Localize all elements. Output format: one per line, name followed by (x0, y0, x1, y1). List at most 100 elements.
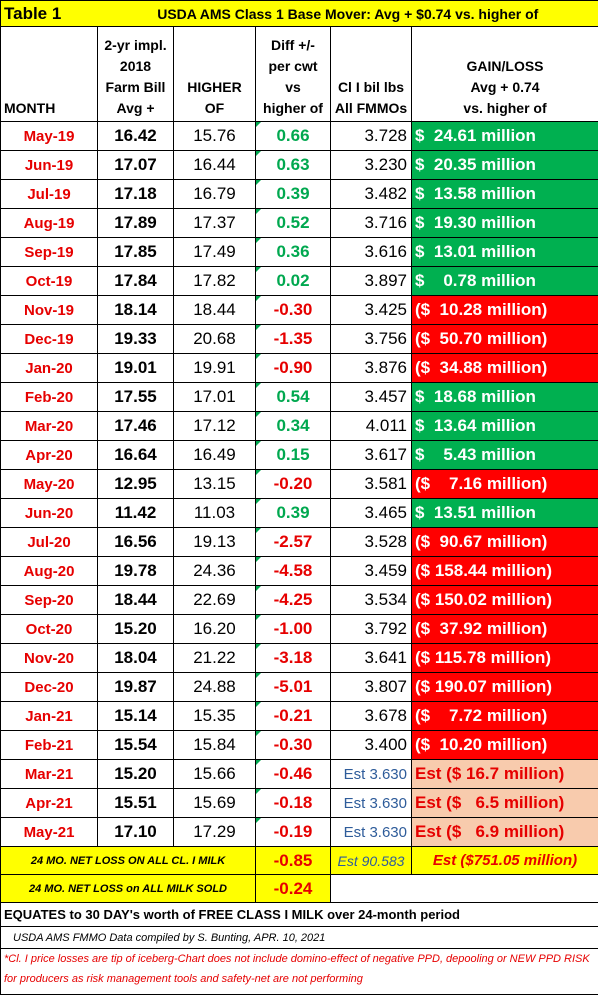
gain-cell: ($ 115.78 million) (410, 643, 598, 673)
avg-cell: 15.20 (97, 614, 174, 644)
table-row: Jan-20 19.01 19.91 -0.90 3.876 ($ 34.88 milli… (0, 353, 598, 383)
gain-cell: ($ 10.20 million) (410, 730, 598, 760)
higher-cell: 16.20 (173, 614, 256, 644)
avg-cell: 19.01 (97, 353, 174, 383)
avg-cell: 11.42 (97, 498, 174, 528)
month-cell: Nov-19 (0, 295, 98, 325)
higher-cell: 17.82 (173, 266, 256, 296)
gain-cell: ($ 150.02 million) (410, 585, 598, 615)
avg-cell: 15.14 (97, 701, 174, 731)
lbs-cell: Est 3.630 (330, 759, 412, 789)
month-cell: Jun-19 (0, 150, 98, 180)
lbs-cell: 3.716 (330, 208, 412, 238)
month-cell: Oct-19 (0, 266, 98, 296)
higher-cell: 15.66 (173, 759, 256, 789)
diff-cell: -1.00 (255, 614, 331, 644)
month-cell: May-20 (0, 469, 98, 499)
gain-cell: $ 13.51 million (410, 498, 598, 528)
table-row: Dec-20 19.87 24.88 -5.01 3.807 ($ 190.07 mill… (0, 672, 598, 702)
diff-cell: -0.19 (255, 817, 331, 847)
higher-cell: 17.12 (173, 411, 256, 441)
diff-cell: 0.15 (255, 440, 331, 470)
diff-cell: -0.90 (255, 353, 331, 383)
diff-cell: -0.20 (255, 469, 331, 499)
diff-cell: -0.30 (255, 730, 331, 760)
month-cell: May-19 (0, 121, 98, 151)
month-cell: May-21 (0, 817, 98, 847)
gain-cell: ($ 7.16 million) (410, 469, 598, 499)
avg-cell: 17.46 (97, 411, 174, 441)
table-row: Aug-20 19.78 24.36 -4.58 3.459 ($ 158.44 mill… (0, 556, 598, 586)
diff-cell: 0.36 (255, 237, 331, 267)
table-row: Jul-20 16.56 19.13 -2.57 3.528 ($ 90.67 milli… (0, 527, 598, 557)
higher-cell: 18.44 (173, 295, 256, 325)
gain-cell: ($ 10.28 million) (410, 295, 598, 325)
avg-cell: 17.85 (97, 237, 174, 267)
table-row: May-20 12.95 13.15 -0.20 3.581 ($ 7.16 millio… (0, 469, 598, 499)
net-loss-class1-row: 24 MO. NET LOSS ON ALL CL. I MILK -0.85 … (0, 846, 598, 875)
higher-cell: 20.68 (173, 324, 256, 354)
avg-cell: 19.78 (97, 556, 174, 586)
month-cell: Apr-20 (0, 440, 98, 470)
higher-cell: 16.44 (173, 150, 256, 180)
lbs-cell: 3.528 (330, 527, 412, 557)
gain-cell: $ 24.61 million (410, 121, 598, 151)
higher-cell: 19.13 (173, 527, 256, 557)
equates-row: EQUATES to 30 DAY's worth of FREE CLASS … (0, 902, 598, 927)
diff-cell: -0.46 (255, 759, 331, 789)
diff-cell: 0.54 (255, 382, 331, 412)
avg-cell: 15.54 (97, 730, 174, 760)
month-cell: Sep-19 (0, 237, 98, 267)
avg-cell: 19.87 (97, 672, 174, 702)
lbs-cell: 3.457 (330, 382, 412, 412)
diff-cell: 0.39 (255, 498, 331, 528)
table-row: Oct-20 15.20 16.20 -1.00 3.792 ($ 37.92 milli… (0, 614, 598, 644)
month-cell: Feb-21 (0, 730, 98, 760)
table-row: Aug-19 17.89 17.37 0.52 3.716 $ 19.30 million (0, 208, 598, 238)
lbs-cell: 3.465 (330, 498, 412, 528)
gain-cell: ($ 37.92 million) (410, 614, 598, 644)
month-cell: Oct-20 (0, 614, 98, 644)
month-cell: Jan-20 (0, 353, 98, 383)
higher-cell: 21.22 (173, 643, 256, 673)
month-cell: Jul-20 (0, 527, 98, 557)
lbs-cell: 3.459 (330, 556, 412, 586)
gain-cell: $ 5.43 million (410, 440, 598, 470)
diff-cell: -1.35 (255, 324, 331, 354)
higher-cell: 15.69 (173, 788, 256, 818)
higher-cell: 15.76 (173, 121, 256, 151)
lbs-cell: 3.728 (330, 121, 412, 151)
gain-cell: $ 0.78 million (410, 266, 598, 296)
net-loss-all-diff: -0.24 (255, 874, 331, 903)
table-number: Table 1 (0, 0, 98, 27)
source-note: USDA AMS FMMO Data compiled by S. Buntin… (0, 926, 598, 949)
avg-cell: 18.04 (97, 643, 174, 673)
gain-cell: Est ($ 6.9 million) (410, 817, 598, 847)
higher-cell: 19.91 (173, 353, 256, 383)
lbs-cell: 3.756 (330, 324, 412, 354)
disclaimer-note: *Cl. I price losses are tip of iceberg-C… (0, 948, 598, 995)
source-row: USDA AMS FMMO Data compiled by S. Buntin… (0, 926, 598, 949)
avg-cell: 16.56 (97, 527, 174, 557)
diff-cell: -0.21 (255, 701, 331, 731)
lbs-cell: 3.616 (330, 237, 412, 267)
disclaimer-row: *Cl. I price losses are tip of iceberg-C… (0, 948, 598, 995)
gain-cell: $ 20.35 million (410, 150, 598, 180)
month-cell: Dec-19 (0, 324, 98, 354)
table-row: Sep-20 18.44 22.69 -4.25 3.534 ($ 150.02 mill… (0, 585, 598, 615)
lbs-cell: 3.400 (330, 730, 412, 760)
lbs-cell: 3.641 (330, 643, 412, 673)
table-row: Mar-20 17.46 17.12 0.34 4.011 $ 13.64 million (0, 411, 598, 441)
higher-cell: 15.84 (173, 730, 256, 760)
equates-note: EQUATES to 30 DAY's worth of FREE CLASS … (0, 902, 598, 927)
diff-cell: -0.18 (255, 788, 331, 818)
higher-cell: 24.36 (173, 556, 256, 586)
lbs-cell: 3.581 (330, 469, 412, 499)
diff-cell: -0.30 (255, 295, 331, 325)
lbs-cell: Est 3.630 (330, 788, 412, 818)
gain-cell: ($ 34.88 million) (410, 353, 598, 383)
higher-cell: 13.15 (173, 469, 256, 499)
month-cell: Jun-20 (0, 498, 98, 528)
higher-cell: 16.49 (173, 440, 256, 470)
